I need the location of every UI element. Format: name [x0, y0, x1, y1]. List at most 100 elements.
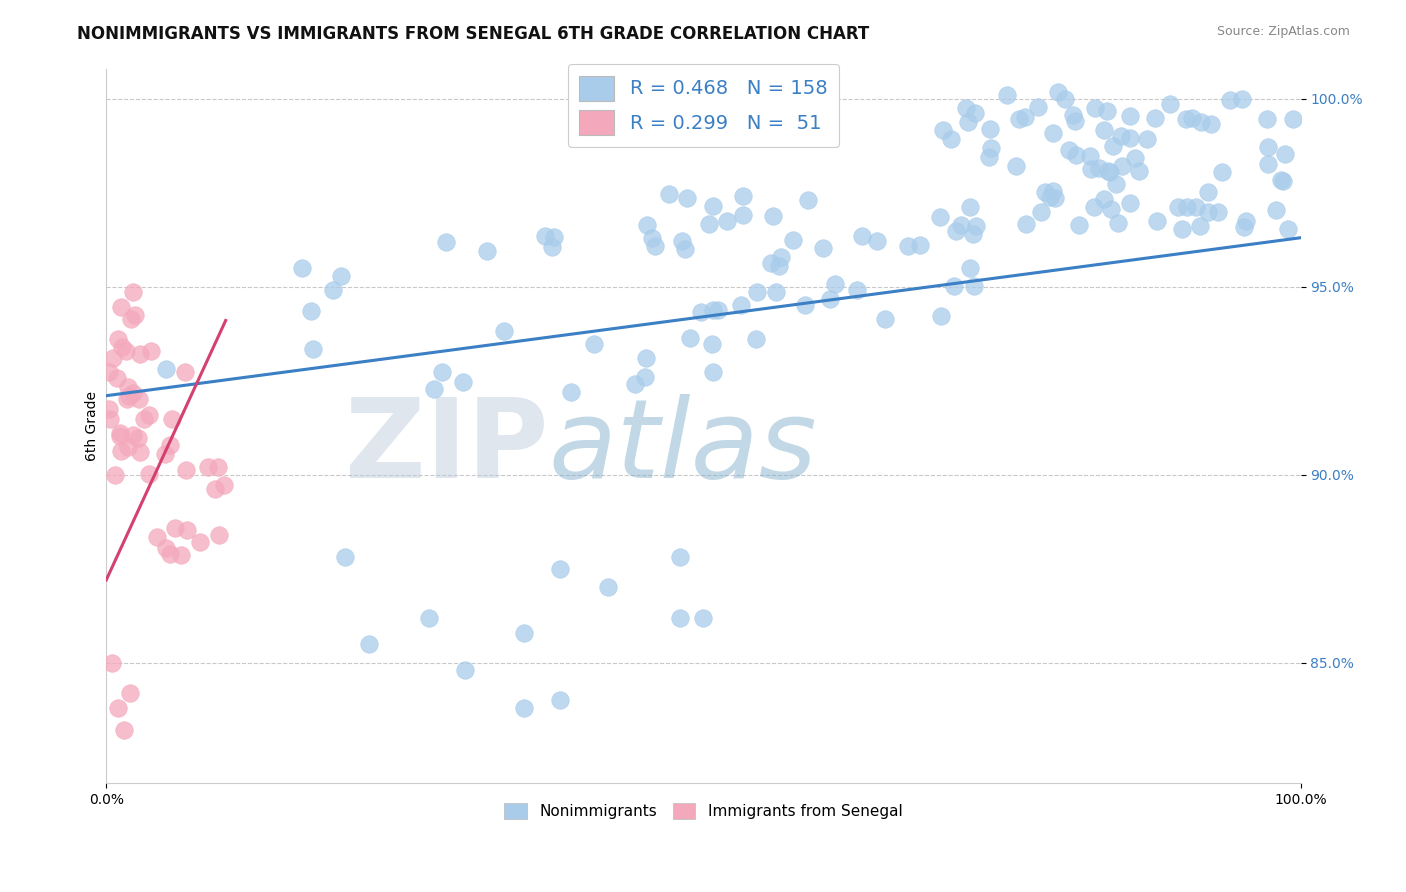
Point — [702, 365, 724, 379]
Point — [1277, 222, 1299, 236]
Point — [153, 447, 176, 461]
Point — [1185, 200, 1208, 214]
Point — [1039, 189, 1062, 203]
Point — [1181, 111, 1204, 125]
Point — [176, 523, 198, 537]
Point — [1028, 100, 1050, 114]
Point — [540, 240, 562, 254]
Point — [1257, 157, 1279, 171]
Point — [702, 302, 724, 317]
Point — [671, 235, 693, 249]
Point — [453, 663, 475, 677]
Point — [1015, 217, 1038, 231]
Point — [174, 463, 197, 477]
Point — [851, 228, 873, 243]
Point — [98, 411, 121, 425]
Point — [1118, 195, 1140, 210]
Point — [1274, 146, 1296, 161]
Point — [197, 459, 219, 474]
Point — [139, 343, 162, 358]
Point — [104, 468, 127, 483]
Point — [533, 228, 555, 243]
Point — [945, 223, 967, 237]
Point — [995, 87, 1018, 102]
Point — [430, 365, 453, 379]
Point — [959, 261, 981, 276]
Point — [118, 389, 141, 403]
Point — [1111, 159, 1133, 173]
Point — [1083, 200, 1105, 214]
Point — [1119, 109, 1142, 123]
Point — [212, 478, 235, 492]
Point — [301, 342, 323, 356]
Point — [962, 227, 984, 241]
Point — [1043, 191, 1066, 205]
Point — [676, 192, 699, 206]
Point — [1054, 92, 1077, 106]
Point — [1098, 165, 1121, 179]
Point — [418, 610, 440, 624]
Point — [155, 362, 177, 376]
Text: atlas: atlas — [548, 393, 817, 500]
Point — [1057, 143, 1080, 157]
Point — [1233, 219, 1256, 234]
Point — [1281, 112, 1303, 127]
Point — [1264, 202, 1286, 217]
Point — [747, 285, 769, 299]
Point — [1078, 149, 1101, 163]
Point — [114, 343, 136, 358]
Point — [548, 693, 571, 707]
Point — [128, 445, 150, 459]
Point — [1123, 151, 1146, 165]
Point — [706, 303, 728, 318]
Point — [1270, 173, 1292, 187]
Point — [668, 610, 690, 624]
Point — [120, 311, 142, 326]
Point — [959, 200, 981, 214]
Point — [1097, 163, 1119, 178]
Point — [950, 219, 973, 233]
Point — [1197, 204, 1219, 219]
Point — [1101, 202, 1123, 217]
Point — [583, 336, 606, 351]
Point — [1094, 192, 1116, 206]
Point — [759, 256, 782, 270]
Point — [112, 723, 135, 738]
Point — [357, 637, 380, 651]
Point — [1199, 117, 1222, 131]
Point — [1271, 173, 1294, 187]
Y-axis label: 6th Grade: 6th Grade — [86, 391, 100, 461]
Point — [596, 581, 619, 595]
Point — [115, 392, 138, 407]
Point — [97, 402, 120, 417]
Point — [1095, 103, 1118, 118]
Point — [97, 365, 120, 379]
Point — [1042, 126, 1064, 140]
Point — [146, 530, 169, 544]
Point — [929, 210, 952, 224]
Point — [121, 386, 143, 401]
Point — [543, 229, 565, 244]
Point — [716, 214, 738, 228]
Point — [1031, 204, 1053, 219]
Point — [124, 309, 146, 323]
Point — [422, 383, 444, 397]
Point — [1219, 93, 1241, 107]
Point — [697, 217, 720, 231]
Point — [624, 376, 647, 391]
Point — [1067, 218, 1090, 232]
Point — [207, 460, 229, 475]
Point — [1211, 165, 1233, 179]
Point — [957, 115, 980, 129]
Point — [333, 550, 356, 565]
Point — [1188, 219, 1211, 233]
Point — [110, 444, 132, 458]
Point — [492, 324, 515, 338]
Point — [768, 259, 790, 273]
Point — [105, 371, 128, 385]
Point — [745, 332, 768, 346]
Point — [117, 380, 139, 394]
Point — [668, 550, 690, 565]
Point — [129, 347, 152, 361]
Point — [965, 105, 987, 120]
